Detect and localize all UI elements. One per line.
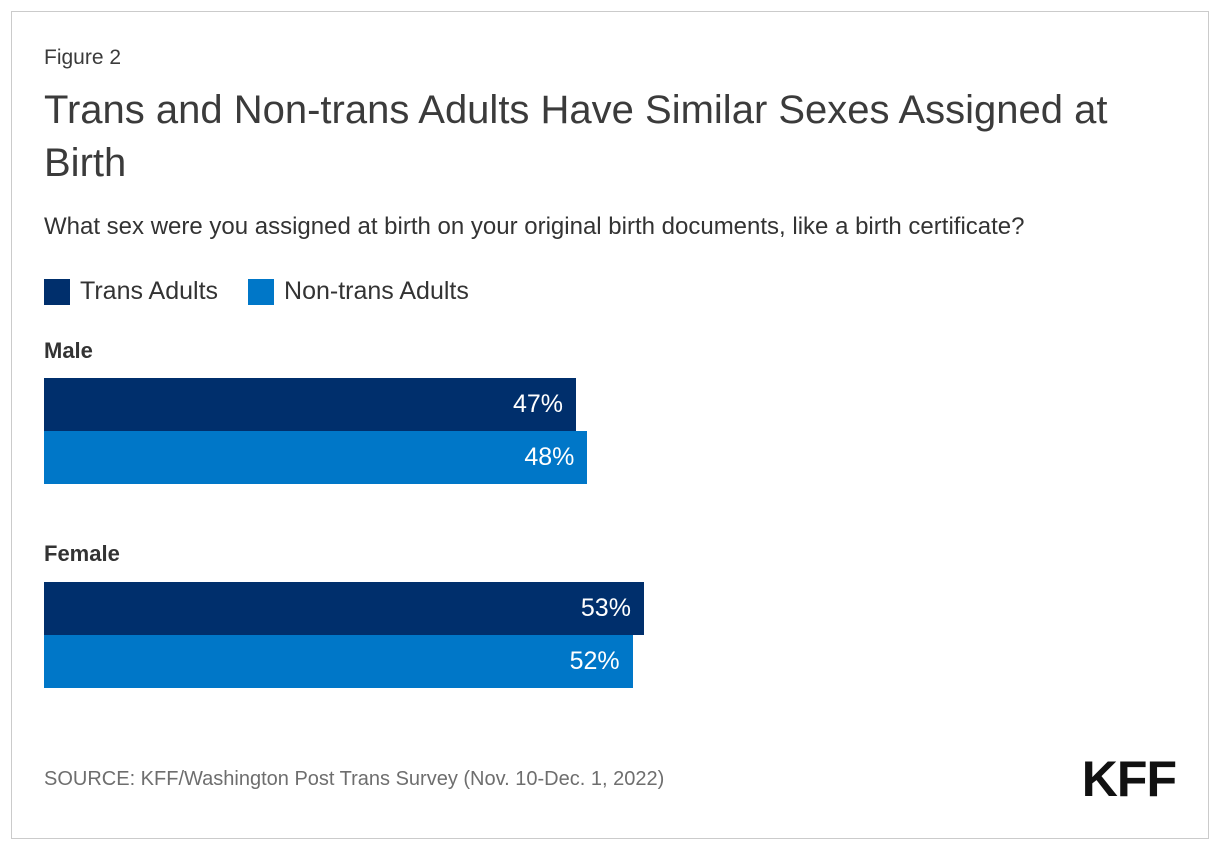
bar-male-non-trans-adults: 48%: [44, 431, 588, 485]
chart-subtitle: What sex were you assigned at birth on y…: [44, 212, 1025, 240]
bar-value-label: 48%: [524, 443, 575, 472]
footer: SOURCE: KFF/Washington Post Trans Survey…: [44, 751, 1177, 807]
bar-value-label: 52%: [569, 646, 620, 675]
legend: Trans Adults Non-trans Adults: [44, 277, 1176, 306]
bar-chart: Male 47% 48% Female 53% 52%: [44, 338, 1176, 688]
bar-female-trans-adults: 53%: [44, 581, 644, 635]
legend-label: Non-trans Adults: [284, 277, 469, 306]
bar-group-male: Male 47% 48%: [44, 337, 1176, 485]
bar-group-female: Female 53% 52%: [44, 541, 1176, 688]
bar-male-trans-adults: 47%: [44, 378, 577, 432]
kff-logo: KFF: [1081, 751, 1177, 807]
legend-item-trans-adults: Trans Adults: [44, 277, 219, 306]
legend-swatch-trans-adults: [44, 278, 70, 305]
category-label-female: Female: [44, 541, 120, 567]
bar-female-non-trans-adults: 52%: [44, 634, 633, 688]
legend-item-non-trans-adults: Non-trans Adults: [248, 277, 469, 306]
chart-title: Trans and Non-trans Adults Have Similar …: [44, 88, 1108, 185]
category-label-male: Male: [44, 337, 93, 363]
source-note: SOURCE: KFF/Washington Post Trans Survey…: [44, 767, 665, 790]
figure-label: Figure 2: [44, 46, 122, 69]
figure-card: Figure 2 Trans and Non-trans Adults Have…: [11, 11, 1209, 839]
bar-value-label: 47%: [512, 390, 564, 419]
legend-swatch-non-trans-adults: [248, 278, 275, 305]
bar-value-label: 53%: [580, 593, 631, 622]
legend-label: Trans Adults: [80, 277, 219, 306]
